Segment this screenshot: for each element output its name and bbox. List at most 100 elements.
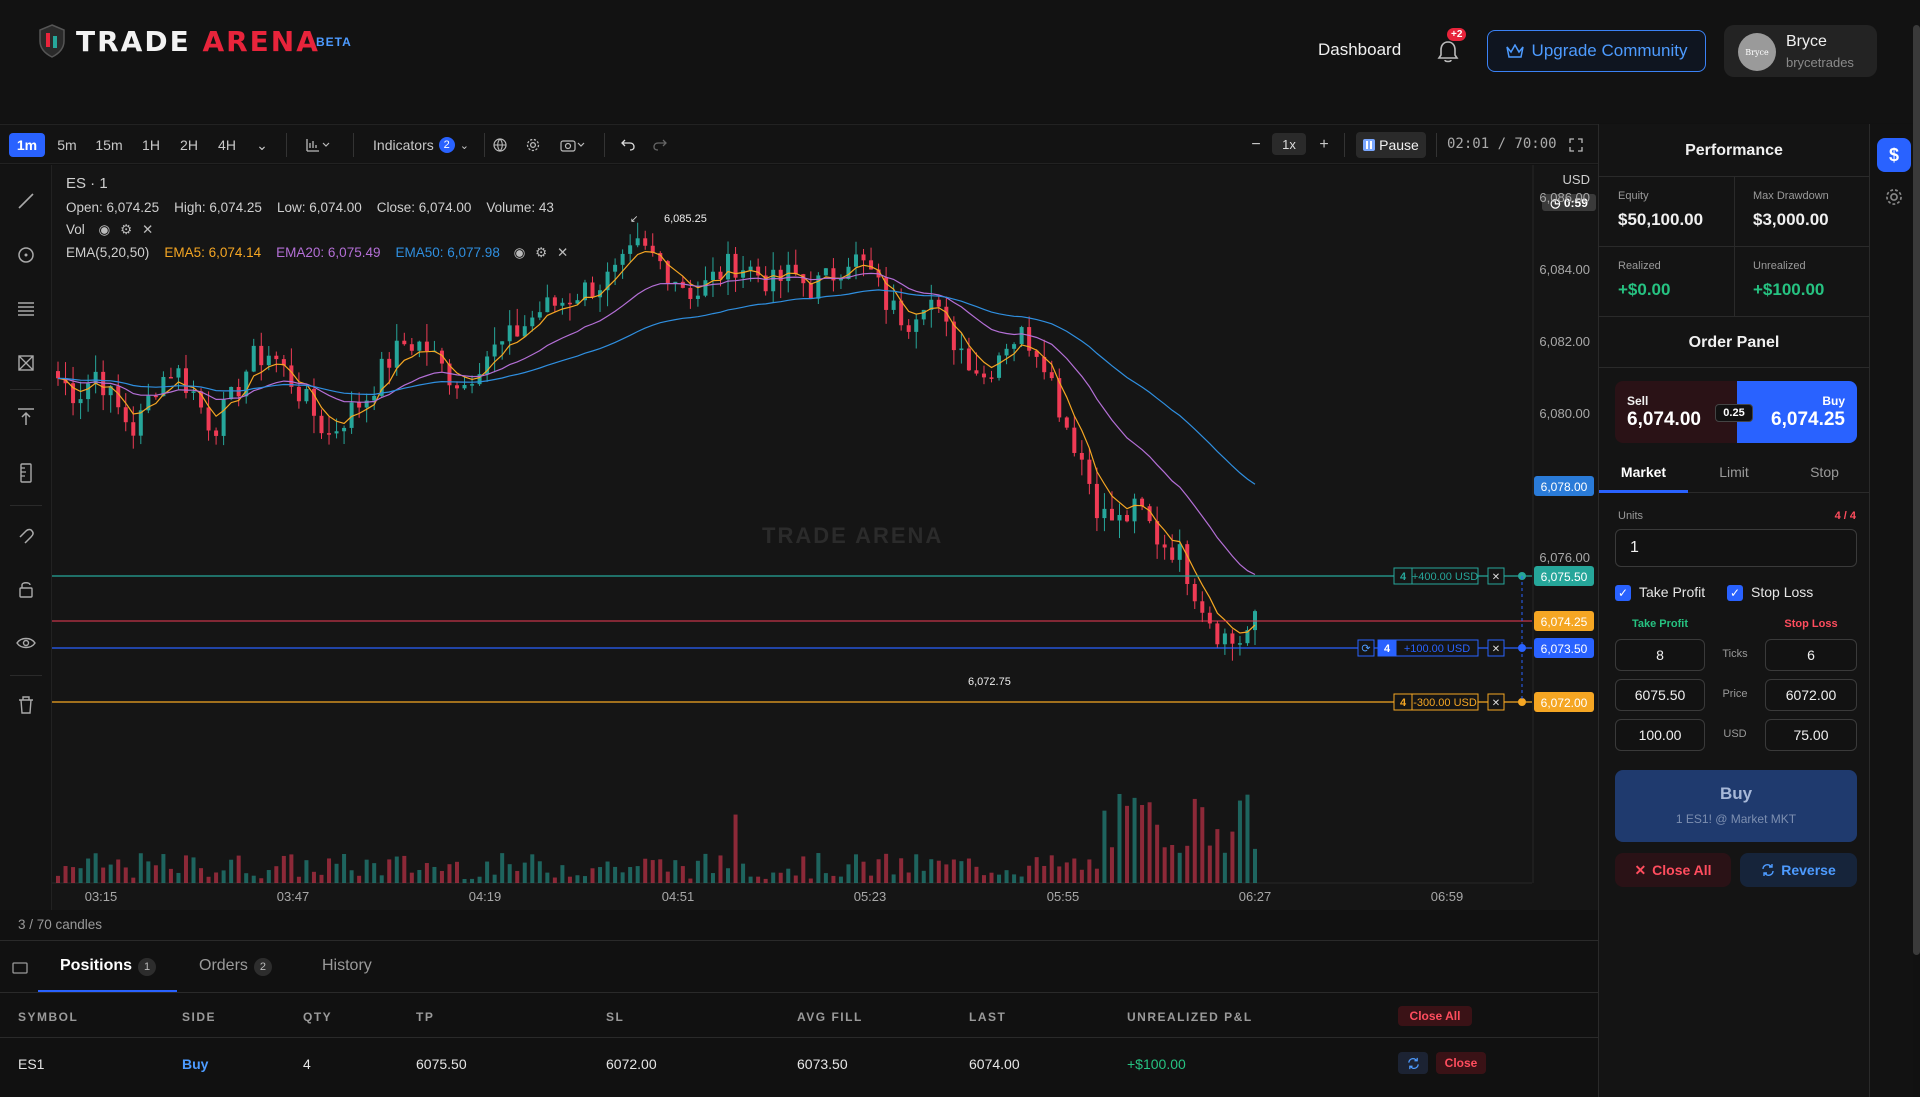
fullscreen-icon[interactable] [1566,133,1586,157]
pause-button[interactable]: Pause [1356,132,1426,158]
candle[interactable] [342,427,347,432]
candle[interactable] [929,299,934,310]
candle[interactable] [500,341,505,345]
candle[interactable] [409,344,414,351]
tab-positions[interactable]: Positions 1 [60,957,157,976]
candle[interactable] [590,282,595,298]
candle[interactable] [710,271,715,281]
candle[interactable] [981,373,986,378]
candle[interactable] [1125,514,1130,522]
candle[interactable] [891,300,896,310]
candle[interactable] [327,433,332,435]
candle[interactable] [1222,633,1227,645]
candle[interactable] [1012,344,1017,349]
close-all-positions-button[interactable]: Close All [1398,1006,1472,1026]
vol-close-icon[interactable]: ✕ [141,222,154,237]
fib-retracement-tool-icon[interactable] [14,297,38,321]
speed-decrease-button[interactable]: − [1251,136,1261,153]
candle[interactable] [1117,514,1122,521]
candle[interactable] [153,395,158,398]
tp-usd-input[interactable]: 100.00 [1615,719,1705,751]
camera-icon[interactable] [556,133,590,157]
candle[interactable] [823,268,828,276]
chart-area[interactable]: USD ◷ 0:59 6,086.00 6,084.00 6,082.00 6,080.0… [52,165,1598,910]
candle[interactable] [56,371,60,379]
candle[interactable] [304,389,309,402]
candle[interactable] [402,340,407,345]
timeframe-15m[interactable]: 15m [95,137,123,153]
order-cancel-button[interactable] [1487,639,1505,657]
candle[interactable] [748,266,753,271]
candle[interactable] [364,400,369,408]
candle[interactable] [394,340,399,368]
candle[interactable] [1079,452,1084,460]
candle[interactable] [869,260,874,270]
speed-increase-button[interactable]: + [1319,136,1329,153]
candle[interactable] [379,358,384,396]
upgrade-community-button[interactable]: Upgrade Community [1487,30,1706,72]
reverse-button[interactable]: Reverse [1740,853,1857,887]
candle[interactable] [1049,372,1054,379]
crosshair-tool-icon[interactable] [14,243,38,267]
candle[interactable] [567,302,572,305]
order-cancel-button[interactable] [1487,567,1505,585]
candle[interactable] [650,245,655,254]
candle[interactable] [906,325,911,332]
eye-icon[interactable] [14,631,38,655]
candle[interactable] [628,245,633,254]
candle[interactable] [605,271,610,291]
reverse-position-button[interactable] [1398,1052,1428,1074]
tp-ticks-input[interactable]: 8 [1615,639,1705,671]
tp-price-input[interactable]: 6075.50 [1615,679,1705,711]
candle[interactable] [613,264,618,272]
candle[interactable] [236,386,241,397]
candle[interactable] [846,266,851,279]
candle[interactable] [1147,506,1152,522]
timeframe-2h[interactable]: 2H [180,137,198,153]
ema-close-icon[interactable]: ✕ [557,245,569,260]
reverse-order-button[interactable] [1357,639,1375,657]
candle[interactable] [756,266,761,276]
candle[interactable] [1230,633,1235,644]
chart-type-button[interactable] [298,133,340,157]
candle[interactable] [455,385,459,389]
candle[interactable] [944,306,949,322]
candle[interactable] [552,297,557,306]
candle[interactable] [718,271,723,280]
price-chart-canvas[interactable]: USD ◷ 0:596,086.00 6,084.00 6,082.00 6,080.0… [52,165,1598,910]
candle[interactable] [884,277,889,310]
candle[interactable] [914,319,919,332]
candle[interactable] [1192,584,1197,602]
candle[interactable] [703,280,708,296]
candle[interactable] [199,391,204,408]
stop-loss-checkbox[interactable]: ✓ Stop Loss [1727,584,1813,602]
gear-icon[interactable] [522,133,544,157]
candle[interactable] [1027,327,1032,351]
candle[interactable] [116,386,121,408]
candle[interactable] [808,283,813,299]
candle[interactable] [1034,350,1039,357]
candle[interactable] [771,269,776,292]
candle[interactable] [462,384,467,389]
candle[interactable] [974,370,979,374]
trendline-tool-icon[interactable] [14,189,38,213]
candle[interactable] [259,345,264,366]
candle[interactable] [93,371,98,384]
candle[interactable] [989,377,994,379]
candle[interactable] [598,290,603,298]
tab-history[interactable]: History [322,957,372,974]
lock-icon[interactable] [14,577,38,601]
candle[interactable] [733,253,738,278]
tab-limit[interactable]: Limit [1719,464,1749,480]
vol-eye-icon[interactable]: ◉ [98,222,111,237]
vol-gear-icon[interactable]: ⚙ [120,222,133,237]
candle[interactable] [334,431,339,434]
ema-eye-icon[interactable]: ◉ [513,245,526,260]
tab-orders[interactable]: Orders 2 [199,957,272,976]
timeframe-1h[interactable]: 1H [142,137,160,153]
candle[interactable] [417,341,422,351]
tab-stop[interactable]: Stop [1810,464,1839,480]
candle[interactable] [1042,356,1047,373]
candle[interactable] [673,281,678,284]
candle[interactable] [831,268,836,281]
